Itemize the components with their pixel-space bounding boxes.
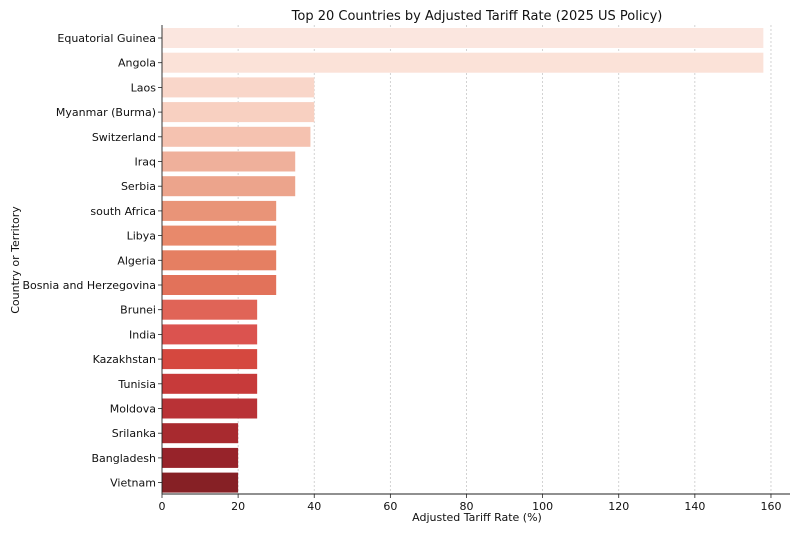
category-label: Kazakhstan (93, 353, 156, 366)
x-tick-label: 100 (532, 500, 553, 513)
category-label: Vietnam (110, 477, 156, 490)
bar (162, 52, 764, 73)
category-label: Bangladesh (92, 452, 157, 465)
bar (162, 102, 315, 123)
bar (162, 398, 258, 419)
bar (162, 126, 311, 147)
category-label: Srilanka (112, 427, 156, 440)
axis-layer: 0 20 40 60 80 100 120 140 160 Equatorial Guinea An… (22, 25, 790, 513)
bar (162, 77, 315, 98)
x-tick-label: 120 (608, 500, 629, 513)
category-label: Libya (127, 230, 156, 243)
category-label: south Africa (90, 205, 156, 218)
x-tick-label: 60 (383, 500, 397, 513)
x-axis-label: Adjusted Tariff Rate (%) (412, 511, 542, 524)
x-tick-label: 20 (231, 500, 245, 513)
category-label: Serbia (121, 180, 156, 193)
category-label: Moldova (110, 403, 156, 416)
x-tick-label: 40 (307, 500, 321, 513)
bar (162, 28, 764, 48)
x-tick-label: 80 (459, 500, 473, 513)
bar (162, 151, 296, 172)
bar (162, 225, 277, 246)
bar (162, 349, 258, 370)
category-label: Algeria (117, 254, 156, 267)
y-axis-label: Country or Territory (9, 206, 22, 314)
chart-title: Top 20 Countries by Adjusted Tariff Rate… (291, 9, 663, 24)
bar (162, 447, 239, 468)
category-label: Bosnia and Herzegovina (22, 279, 156, 292)
bar (162, 324, 258, 345)
grid-layer (237, 25, 772, 494)
bar (162, 423, 239, 444)
bar (162, 373, 258, 394)
x-tick-label: 0 (159, 500, 166, 513)
bar (162, 299, 258, 320)
category-label: Laos (131, 81, 157, 94)
category-label: Switzerland (92, 131, 156, 144)
category-label: Equatorial Guinea (57, 32, 156, 45)
bar (162, 275, 277, 295)
bar (162, 176, 296, 197)
x-tick-label: 160 (760, 500, 781, 513)
x-tick-label: 140 (684, 500, 705, 513)
category-label: Brunei (120, 304, 156, 317)
bar (162, 200, 277, 221)
category-label: Myanmar (Burma) (56, 106, 156, 119)
category-label: Tunisia (117, 378, 156, 391)
category-label: India (129, 328, 156, 341)
category-label: Iraq (135, 156, 157, 169)
bar (162, 250, 277, 271)
category-label: Angola (118, 57, 156, 70)
bar-layer (162, 28, 764, 493)
bar (162, 472, 239, 493)
